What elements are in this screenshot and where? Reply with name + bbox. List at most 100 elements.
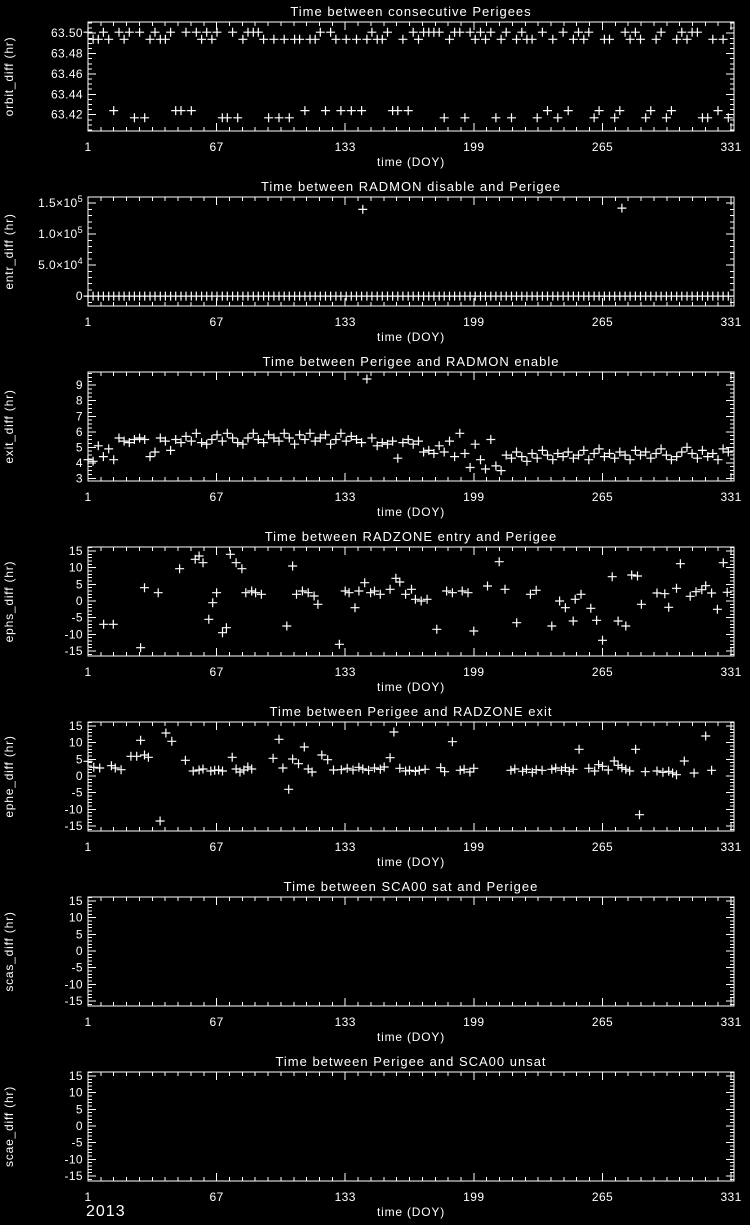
x-tick-label: 199 bbox=[463, 1190, 484, 1204]
y-axis-label: exit_diff (hr) bbox=[2, 389, 16, 463]
x-tick-label: 1 bbox=[84, 840, 91, 854]
axis-ticks bbox=[87, 22, 734, 131]
y-tick-label: 9 bbox=[76, 378, 83, 392]
plot-title: Time between SCA00 sat and Perigee bbox=[284, 879, 539, 894]
x-tick-label: 67 bbox=[210, 1190, 224, 1204]
y-tick-label: 0 bbox=[76, 769, 83, 783]
y-tick-label: 10 bbox=[69, 1086, 83, 1100]
y-tick-label: -15 bbox=[64, 819, 83, 833]
x-tick-label: 1 bbox=[84, 1015, 91, 1029]
y-tick-label: -5 bbox=[72, 1136, 83, 1150]
x-tick-label: 67 bbox=[210, 840, 224, 854]
x-tick-label: 265 bbox=[592, 1190, 613, 1204]
x-tick-label: 67 bbox=[210, 315, 224, 329]
data-points bbox=[109, 106, 723, 116]
y-tick-label: 0 bbox=[76, 1119, 83, 1133]
x-tick-label: 331 bbox=[720, 140, 741, 154]
x-tick-label: 199 bbox=[463, 315, 484, 329]
x-tick-label: 67 bbox=[210, 665, 224, 679]
y-tick-label: 7 bbox=[76, 409, 83, 423]
plot-box bbox=[87, 21, 735, 132]
x-axis-label: time (DOY) bbox=[377, 680, 445, 694]
plot-scae-diff: 1 67 133 199 265 331 -15 -10 -5 0 5 10 15 Time betwee… bbox=[0, 1050, 750, 1225]
plot-ephe-diff-svg: 1 67 133 199 265 331 -15 -10 -5 0 5 10 15 Time betwee… bbox=[2, 704, 741, 869]
y-tick-label: 63.42 bbox=[51, 108, 83, 122]
x-tick-label: 265 bbox=[592, 315, 613, 329]
plot-box bbox=[87, 1071, 735, 1182]
plot-scas-diff: 1 67 133 199 265 331 -15 -10 -5 0 5 10 15 Time betwee… bbox=[0, 875, 750, 1050]
y-tick-label: 5 bbox=[76, 927, 83, 941]
data-points bbox=[83, 374, 733, 476]
y-axis-label: scas_diff (hr) bbox=[2, 911, 16, 991]
plot-title: Time between Perigee and RADZONE exit bbox=[270, 704, 553, 719]
y-tick-label: -10 bbox=[64, 977, 83, 991]
y-tick-label: 3 bbox=[76, 471, 83, 485]
x-tick-label: 331 bbox=[720, 665, 741, 679]
axis-ticks bbox=[87, 372, 734, 481]
plot-title: Time between consecutive Perigees bbox=[290, 4, 531, 19]
y-tick-label: 0 bbox=[76, 944, 83, 958]
y-tick-label: 8 bbox=[76, 394, 83, 408]
y-axis-label: scae_diff (hr) bbox=[2, 1086, 16, 1167]
x-tick-label: 265 bbox=[592, 1015, 613, 1029]
y-tick-label: 6 bbox=[76, 425, 83, 439]
x-tick-label: 199 bbox=[463, 490, 484, 504]
plot-box bbox=[87, 546, 735, 657]
x-axis-label: time (DOY) bbox=[377, 1030, 445, 1044]
x-tick-label: 265 bbox=[592, 665, 613, 679]
x-tick-label: 133 bbox=[335, 490, 356, 504]
y-axis-label: ephe_diff (hr) bbox=[2, 735, 16, 817]
plot-ephs-diff: 1 67 133 199 265 331 -15 -10 -5 0 5 10 15 Time betwee… bbox=[0, 525, 750, 700]
x-tick-label: 331 bbox=[720, 1015, 741, 1029]
x-tick-label: 133 bbox=[335, 840, 356, 854]
x-tick-label: 67 bbox=[210, 490, 224, 504]
x-tick-label: 331 bbox=[720, 490, 741, 504]
x-tick-label: 199 bbox=[463, 665, 484, 679]
y-tick-label: 63.50 bbox=[51, 26, 83, 40]
y-tick-label: 15 bbox=[69, 544, 83, 558]
x-tick-label: 1 bbox=[84, 1190, 91, 1204]
x-tick-label: 331 bbox=[720, 1190, 741, 1204]
data-points bbox=[358, 203, 627, 214]
x-tick-label: 1 bbox=[84, 665, 91, 679]
plot-ephe-diff: 1 67 133 199 265 331 -15 -10 -5 0 5 10 15 Time betwee… bbox=[0, 700, 750, 875]
x-tick-label: 331 bbox=[720, 315, 741, 329]
x-tick-label: 199 bbox=[463, 1015, 484, 1029]
y-tick-label: 5 bbox=[76, 440, 83, 454]
y-tick-label: 15 bbox=[69, 719, 83, 733]
x-tick-label: 265 bbox=[592, 140, 613, 154]
x-axis-label: time (DOY) bbox=[377, 855, 445, 869]
x-tick-label: 133 bbox=[335, 1190, 356, 1204]
y-tick-label: -15 bbox=[64, 994, 83, 1008]
data-points bbox=[99, 549, 732, 653]
y-tick-label: 0 bbox=[76, 289, 83, 303]
x-axis-label: time (DOY) bbox=[377, 505, 445, 519]
plot-box bbox=[87, 896, 735, 1007]
axis-ticks bbox=[87, 1072, 734, 1181]
year-label: 2013 bbox=[86, 1203, 126, 1220]
x-axis-label: time (DOY) bbox=[377, 1205, 445, 1219]
y-tick-label: 10 bbox=[69, 736, 83, 750]
x-tick-label: 331 bbox=[720, 840, 741, 854]
plot-title: Time between RADMON disable and Perigee bbox=[261, 179, 561, 194]
axis-ticks bbox=[87, 897, 734, 1006]
axis-ticks bbox=[87, 196, 734, 306]
y-tick-label: 5 bbox=[76, 752, 83, 766]
plot-exit-diff: 1 67 133 199 265 331 3 4 5 6 7 8 9 Time between Perig… bbox=[0, 350, 750, 525]
y-tick-label: 15 bbox=[69, 894, 83, 908]
plot-orbit-diff: 1 67 133 199 265 331 63.42 63.44 63.46 63.48 63.50… bbox=[0, 0, 750, 175]
x-axis-label: time (DOY) bbox=[377, 330, 445, 344]
y-tick-label: 63.48 bbox=[51, 47, 83, 61]
plot-scae-diff-svg: 1 67 133 199 265 331 -15 -10 -5 0 5 10 15 Time betwee… bbox=[2, 1054, 741, 1219]
data-points bbox=[88, 34, 728, 44]
y-tick-label: -10 bbox=[64, 627, 83, 641]
y-tick-label: 1.0×105 bbox=[38, 225, 83, 241]
x-tick-label: 199 bbox=[463, 140, 484, 154]
y-tick-label: 63.46 bbox=[51, 67, 83, 81]
y-tick-label: -10 bbox=[64, 802, 83, 816]
plot-box bbox=[87, 371, 735, 482]
y-tick-label: 1.5×105 bbox=[38, 194, 83, 210]
data-points bbox=[83, 291, 733, 301]
x-tick-label: 265 bbox=[592, 840, 613, 854]
